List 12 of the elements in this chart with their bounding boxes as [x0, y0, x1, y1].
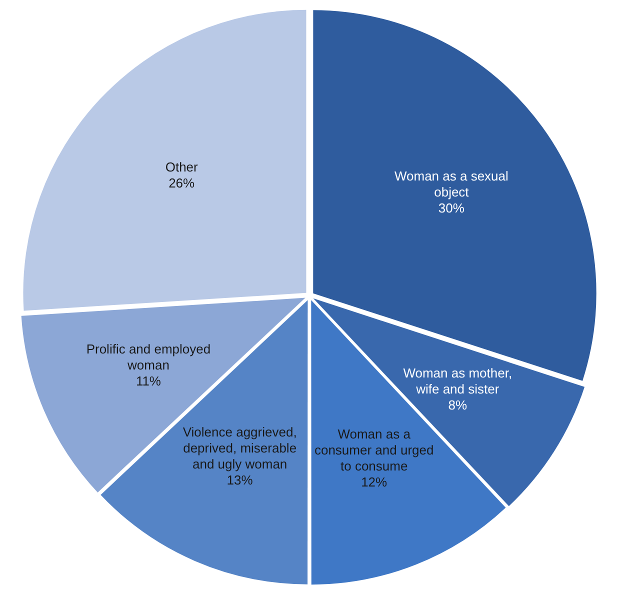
slice-label: Violence aggrieved, deprived, miserable and ugly woman — [182, 424, 297, 472]
data-label: 8% — [448, 398, 468, 413]
slice-label: Woman as a consumer and urged to consume — [314, 426, 434, 474]
data-label: 30% — [438, 200, 465, 216]
slice-label: Other — [165, 159, 199, 174]
slice-label: Woman as mother, wife and sister — [403, 366, 512, 397]
data-label: 11% — [136, 373, 162, 388]
slice-label: Prolific and employed woman — [86, 341, 211, 372]
data-label: 13% — [226, 472, 254, 488]
data-label: 26% — [168, 175, 196, 190]
data-label: 12% — [361, 474, 388, 490]
slice-label: Woman as a sexual object — [394, 168, 509, 200]
